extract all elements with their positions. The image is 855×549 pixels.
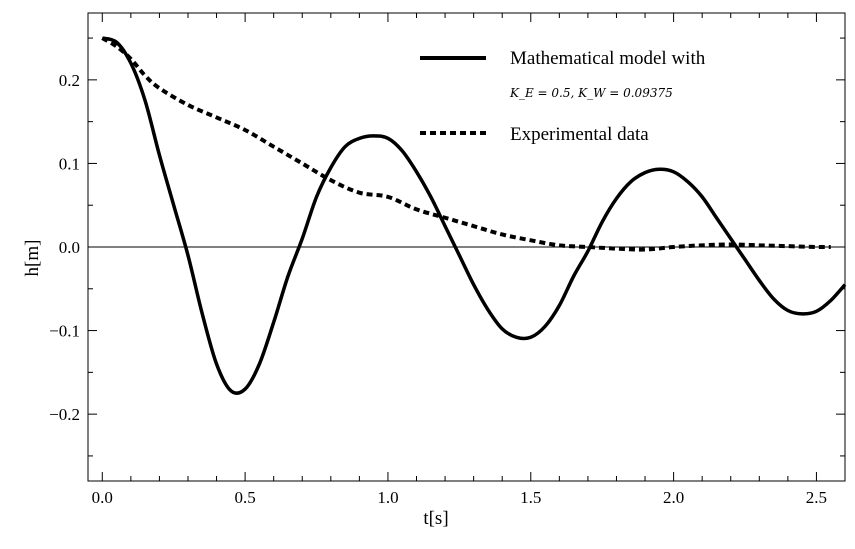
x-tick-label: 2.5 (806, 488, 827, 507)
x-tick-label: 2.0 (663, 488, 684, 507)
x-tick-label: 1.5 (520, 488, 541, 507)
legend-label-experimental: Experimental data (510, 124, 649, 145)
series-line-experimental (101, 36, 831, 252)
y-axis-label: h[m] (22, 240, 43, 277)
x-tick-label: 0.0 (92, 488, 113, 507)
y-tick-label: 0.2 (59, 71, 80, 90)
y-tick-label: −0.2 (49, 405, 80, 424)
y-tick-label: 0.0 (59, 238, 80, 257)
x-axis-label: t[s] (423, 508, 448, 529)
x-axis-ticks: 0.0 0.5 1.0 1.5 2.0 2.5 (92, 13, 846, 507)
y-axis-ticks: −0.2 −0.1 0.0 0.1 0.2 (49, 37, 845, 457)
legend: Mathematical model with K_E = 0.5, K_W =… (420, 48, 706, 145)
x-tick-label: 1.0 (377, 488, 398, 507)
y-tick-label: 0.1 (59, 154, 80, 173)
series-line-model (101, 36, 847, 395)
legend-label-model: Mathematical model with (510, 48, 706, 69)
legend-sublabel-model: K_E = 0.5, K_W = 0.09375 (509, 86, 673, 100)
series-layer (101, 36, 847, 395)
x-tick-label: 0.5 (234, 488, 255, 507)
y-tick-label: −0.1 (49, 322, 80, 341)
